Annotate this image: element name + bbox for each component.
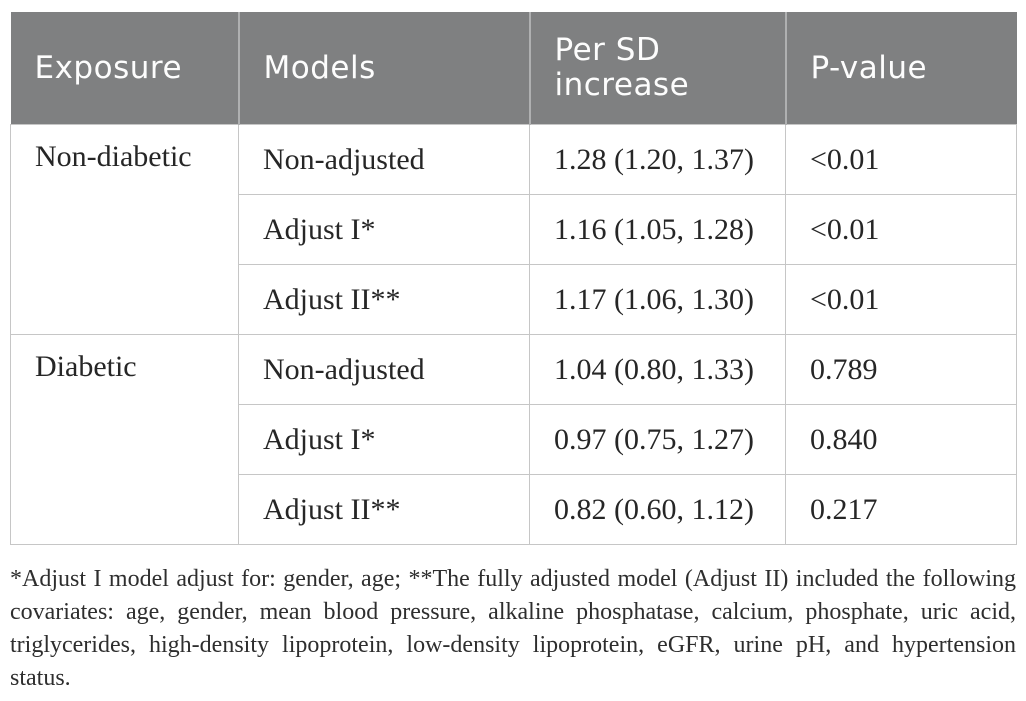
p-value-cell: <0.01: [785, 264, 1017, 335]
table-row: Adjust II** 1.17 (1.06, 1.30) <0.01: [11, 264, 1017, 335]
per-sd-cell: 0.97 (0.75, 1.27): [529, 404, 786, 475]
per-sd-cell: 0.82 (0.60, 1.12): [529, 474, 786, 545]
p-value-cell: 0.840: [785, 404, 1017, 475]
model-cell: Non-adjusted: [238, 334, 530, 405]
exposure-cell: Non-diabetic: [10, 124, 239, 335]
per-sd-cell: 1.16 (1.05, 1.28): [529, 194, 786, 265]
p-value-cell: <0.01: [785, 194, 1017, 265]
table-row: Diabetic Non-adjusted 1.04 (0.80, 1.33) …: [10, 334, 1017, 545]
table-footnote: *Adjust I model adjust for: gender, age;…: [10, 566, 1016, 691]
exposure-cell: Diabetic: [10, 334, 239, 545]
model-cell: Adjust II**: [238, 264, 530, 335]
per-sd-cell: 1.17 (1.06, 1.30): [529, 264, 786, 335]
table-row: Adjust I* 0.97 (0.75, 1.27) 0.840: [11, 404, 1017, 475]
col-header-models: Models: [237, 12, 530, 125]
model-cell: Adjust I*: [238, 194, 530, 265]
table-row: Adjust II** 0.82 (0.60, 1.12) 0.217: [11, 474, 1017, 545]
p-value-cell: 0.217: [785, 474, 1017, 545]
model-cell: Non-adjusted: [238, 124, 530, 195]
model-cell: Adjust II**: [238, 474, 530, 545]
p-value-cell: 0.789: [785, 334, 1017, 405]
table-row: Adjust I* 1.16 (1.05, 1.28) <0.01: [11, 194, 1017, 265]
table-row: Non-diabetic Non-adjusted 1.28 (1.20, 1.…: [10, 124, 1017, 335]
per-sd-cell: 1.04 (0.80, 1.33): [529, 334, 786, 405]
col-header-exposure: Exposure: [10, 12, 239, 125]
col-header-p-value: P-value: [784, 12, 1017, 125]
p-value-cell: <0.01: [785, 124, 1017, 195]
per-sd-cell: 1.28 (1.20, 1.37): [529, 124, 786, 195]
table-header-row: Exposure Models Per SD increase P-value: [10, 12, 1017, 125]
results-table: Exposure Models Per SD increase P-value …: [10, 12, 1017, 545]
model-cell: Adjust I*: [238, 404, 530, 475]
col-header-per-sd-increase: Per SD increase: [528, 12, 786, 125]
